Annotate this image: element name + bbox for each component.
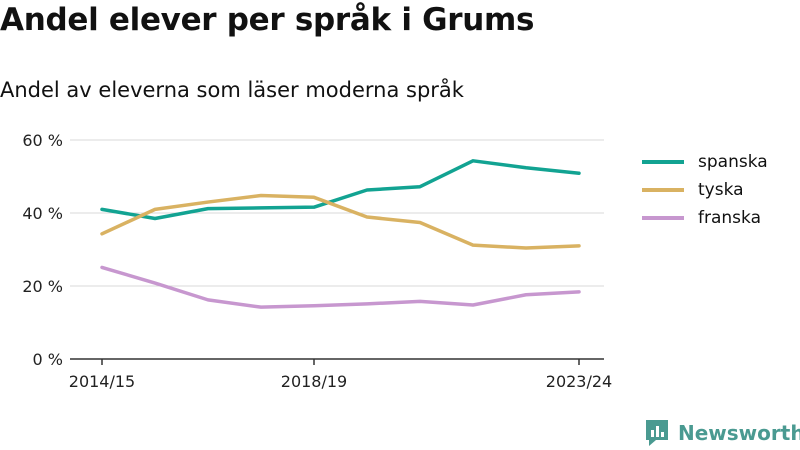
series-line-tyska <box>100 193 581 250</box>
chart-subtitle: Andel av eleverna som läser moderna språ… <box>0 78 464 102</box>
series-line-franska <box>100 265 581 309</box>
legend-item-franska: franska <box>642 204 768 232</box>
x-tick-label: 2018/19 <box>281 372 347 391</box>
y-tick-label: 0 % <box>33 350 63 369</box>
legend-label-tyska: tyska <box>698 180 744 200</box>
legend-label-spanska: spanska <box>698 152 768 172</box>
legend-swatch-spanska <box>642 160 684 164</box>
x-tick-label: 2014/15 <box>69 372 135 391</box>
legend-label-franska: franska <box>698 208 761 228</box>
legend-item-spanska: spanska <box>642 148 768 176</box>
y-tick-label: 60 % <box>22 131 63 150</box>
legend: spanska tyska franska <box>642 148 768 232</box>
brand-name: Newsworthy <box>678 421 800 445</box>
legend-swatch-tyska <box>642 188 684 192</box>
y-tick-label: 20 % <box>22 277 63 296</box>
series-line-spanska <box>100 159 581 221</box>
x-tick-label: 2023/24 <box>546 372 612 391</box>
brand-logo: Newsworthy <box>644 418 800 448</box>
chart-title: Andel elever per språk i Grums <box>0 2 535 38</box>
newsworthy-logo-icon <box>646 420 668 446</box>
legend-swatch-franska <box>642 216 684 220</box>
legend-item-tyska: tyska <box>642 176 768 204</box>
y-tick-label: 40 % <box>22 204 63 223</box>
